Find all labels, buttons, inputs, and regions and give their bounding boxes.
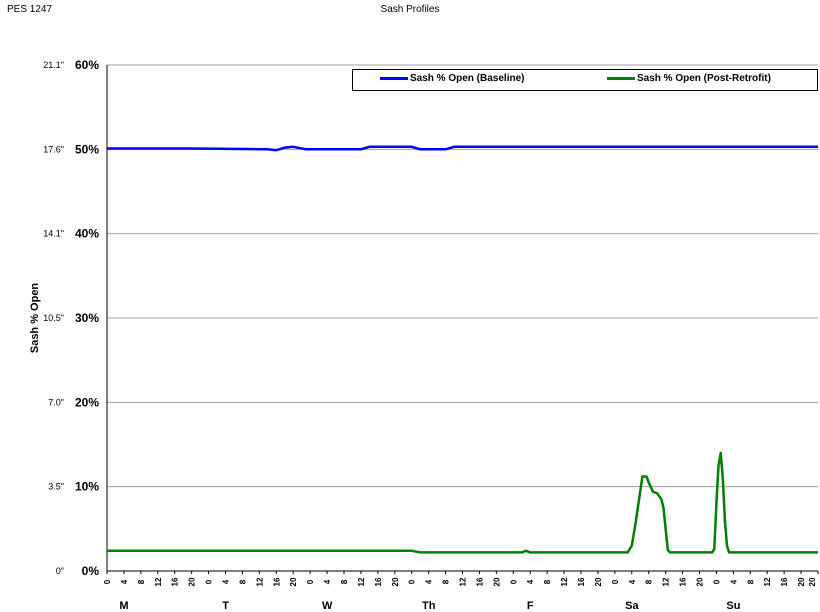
x-tick-label: 16 <box>475 577 484 586</box>
day-label: Th <box>422 600 436 612</box>
x-tick-label: 4 <box>120 579 129 584</box>
x-tick-label: 4 <box>628 579 637 584</box>
series-line-post-retrofit <box>107 451 818 554</box>
x-tick-label: 16 <box>577 577 586 586</box>
x-tick-label: 0 <box>712 579 721 584</box>
y-tick-label: 20% <box>75 395 99 409</box>
x-tick-label: 16 <box>272 577 281 586</box>
x-tick-label: 16 <box>780 577 789 586</box>
x-tick-label: 8 <box>442 579 451 584</box>
y-tick-label-secondary: 0" <box>56 566 64 576</box>
x-tick-label: 4 <box>729 579 738 584</box>
y-tick-label-secondary: 14.1" <box>43 229 64 239</box>
legend: Sash % Open (Baseline) Sash % Open (Post… <box>352 69 818 91</box>
x-tick-label: 20 <box>797 577 806 586</box>
y-axis-label: Sash % Open <box>29 283 41 354</box>
day-label: M <box>119 600 128 612</box>
day-label: Sa <box>625 600 639 612</box>
y-tick-label: 0% <box>82 564 100 578</box>
y-tick-label-secondary: 10.5" <box>43 313 64 323</box>
x-tick-label: 16 <box>679 577 688 586</box>
x-tick-label: 16 <box>374 577 383 586</box>
x-tick-label: 0 <box>509 579 518 584</box>
y-tick-label-secondary: 7.0" <box>48 397 64 407</box>
x-tick-label: 4 <box>526 579 535 584</box>
x-tick-label: 12 <box>459 577 468 586</box>
x-tick-label: 8 <box>238 579 247 584</box>
x-tick-label: 4 <box>323 579 332 584</box>
x-tick-label: 20 <box>808 577 817 586</box>
x-tick-label: 20 <box>594 577 603 586</box>
x-tick-label: 0 <box>611 579 620 584</box>
x-tick-label: 20 <box>289 577 298 586</box>
x-tick-label: 20 <box>188 577 197 586</box>
x-tick-label: 8 <box>543 579 552 584</box>
x-tick-label: 16 <box>171 577 180 586</box>
day-label: Su <box>726 600 740 612</box>
day-label: W <box>322 600 333 612</box>
x-tick-label: 8 <box>746 579 755 584</box>
x-tick-label: 12 <box>154 577 163 586</box>
x-tick-label: 0 <box>306 579 315 584</box>
x-tick-label: 20 <box>696 577 705 586</box>
y-tick-label-secondary: 17.6" <box>43 144 64 154</box>
page-title: Sash Profiles <box>380 4 440 15</box>
x-tick-label: 0 <box>205 579 214 584</box>
day-label: F <box>527 600 534 612</box>
y-tick-label-secondary: 3.5" <box>48 482 64 492</box>
day-label: T <box>222 600 229 612</box>
legend-swatch-post-retrofit <box>607 77 635 80</box>
x-tick-label: 12 <box>255 577 264 586</box>
x-tick-label: 12 <box>357 577 366 586</box>
series-line-baseline <box>107 145 818 152</box>
x-tick-label: 4 <box>222 579 231 584</box>
x-tick-label: 8 <box>645 579 654 584</box>
x-tick-label: 12 <box>662 577 671 586</box>
x-tick-label: 20 <box>492 577 501 586</box>
y-tick-label: 50% <box>75 142 99 156</box>
report-id: PES 1247 <box>7 4 53 15</box>
legend-label-post-retrofit: Sash % Open (Post-Retrofit) <box>637 73 771 84</box>
y-tick-label-secondary: 21.1" <box>43 60 64 70</box>
x-tick-label: 20 <box>391 577 400 586</box>
x-tick-label: 8 <box>340 579 349 584</box>
x-tick-label: 12 <box>763 577 772 586</box>
x-tick-label: 4 <box>425 579 434 584</box>
x-tick-label: 0 <box>408 579 417 584</box>
x-tick-label: 12 <box>560 577 569 586</box>
legend-swatch-baseline <box>380 77 408 80</box>
x-tick-label: 0 <box>103 579 112 584</box>
y-tick-label: 60% <box>75 58 99 72</box>
y-tick-label: 40% <box>75 227 99 241</box>
x-tick-label: 8 <box>137 579 146 584</box>
y-tick-label: 10% <box>75 480 99 494</box>
y-tick-label: 30% <box>75 311 99 325</box>
legend-label-baseline: Sash % Open (Baseline) <box>410 73 525 84</box>
